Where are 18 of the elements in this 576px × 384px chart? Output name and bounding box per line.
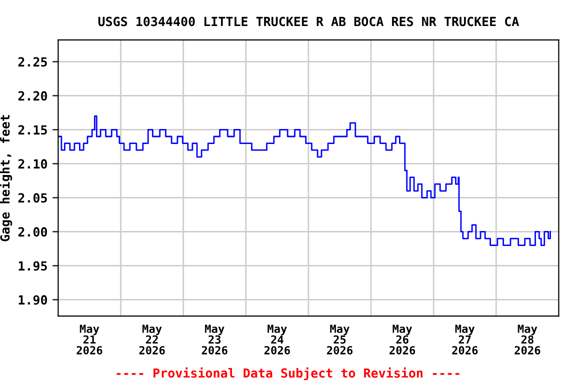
chart-title: USGS 10344400 LITTLE TRUCKEE R AB BOCA RES NR TRUCKEE CA <box>98 16 519 26</box>
x-tick-label: May 28 2026 <box>514 324 540 354</box>
x-tick-label: May 26 2026 <box>390 324 416 354</box>
y-tick-label: 2.00 <box>18 227 48 237</box>
x-tick-label: May 25 2026 <box>326 324 353 354</box>
x-tick-label: May 24 2026 <box>264 324 290 354</box>
y-tick-label: 2.10 <box>18 159 48 169</box>
x-tick-label: May 27 2026 <box>452 324 478 354</box>
x-tick-label: May 22 2026 <box>139 324 165 354</box>
y-tick-label: 2.15 <box>18 125 47 135</box>
y-tick-label: 2.20 <box>18 91 48 101</box>
y-tick-label: 2.25 <box>18 57 47 67</box>
x-tick-label: May 23 2026 <box>202 324 228 354</box>
x-tick-label: May 21 2026 <box>76 324 102 354</box>
y-tick-label: 2.05 <box>18 193 47 203</box>
y-tick-label: 1.90 <box>18 295 48 305</box>
text: ---- Provisional Data Subject to Revision ---- <box>116 367 460 380</box>
y-tick-label: 1.95 <box>18 261 47 271</box>
